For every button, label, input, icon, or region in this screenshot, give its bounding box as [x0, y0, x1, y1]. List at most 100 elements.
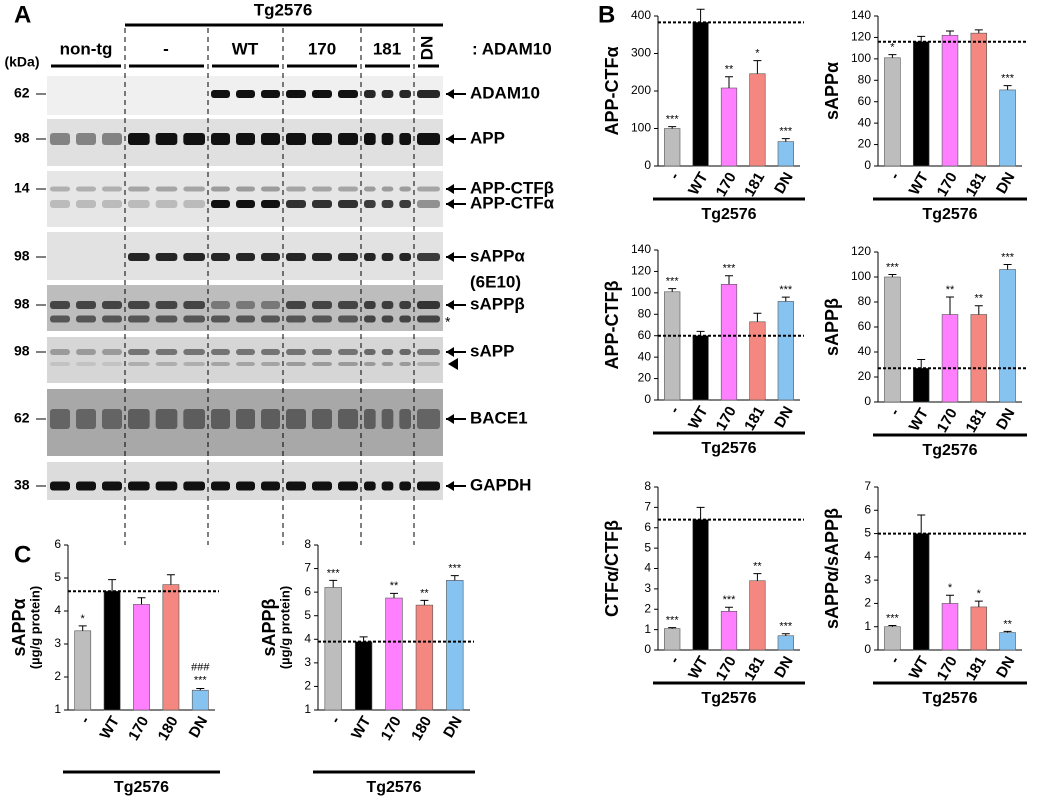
blot-label: APP-CTFα [470, 193, 555, 212]
bar [749, 321, 766, 401]
y-tick-label: 1 [54, 702, 61, 716]
y-tick-label: 2 [644, 601, 651, 615]
blot-band [399, 253, 411, 261]
significance: *** [448, 563, 462, 575]
y-tick-label: 0 [644, 392, 651, 406]
y-tick-label: 7 [864, 479, 871, 493]
error-bar [196, 688, 205, 691]
bar [692, 335, 709, 401]
x-tick-label: - [666, 169, 683, 182]
blot-band [50, 301, 70, 309]
y-axis-label: CTFα/CTFβ [602, 520, 622, 617]
y-axis-label: APP-CTFα [602, 46, 622, 135]
blot-band [364, 133, 376, 145]
blot-band [338, 481, 358, 491]
blot-band [76, 186, 96, 192]
blot-band [261, 90, 280, 98]
y-tick-label: 20 [858, 137, 872, 151]
bar [354, 641, 373, 711]
error-bar [974, 305, 983, 315]
blot-band [128, 349, 150, 355]
blot-band [381, 349, 394, 355]
x-tick-label: 170 [713, 653, 740, 683]
y-axis-sublabel: (µg/g protein) [27, 586, 42, 669]
blot-band [155, 362, 178, 366]
blot-label: sAPP [470, 341, 514, 360]
x-tick-label: - [886, 405, 903, 418]
arrowhead-mark [448, 358, 458, 370]
bar [385, 597, 403, 711]
significance: ** [725, 64, 734, 76]
blot-band [128, 133, 150, 145]
blot-band [399, 186, 411, 192]
blot-band [183, 133, 205, 145]
x-tick-label: WT [685, 653, 711, 682]
blot-band [211, 301, 230, 309]
blot-band [312, 409, 332, 429]
arrow-head [446, 89, 454, 99]
kda-label: 14 [14, 180, 30, 196]
y-tick-label: 120 [851, 244, 871, 258]
blot-band [417, 186, 440, 192]
x-tick-label: 170 [934, 169, 961, 199]
significance: *** [666, 114, 680, 126]
y-tick-label: 40 [638, 349, 652, 363]
blot-band [364, 481, 376, 491]
blot-band [155, 481, 178, 491]
y-tick-label: 5 [864, 526, 871, 540]
x-tick-label: - [76, 713, 93, 726]
error-bar [329, 579, 338, 588]
blot-band [128, 362, 150, 366]
significance: * [948, 582, 953, 594]
blot-band [155, 200, 178, 208]
blot-band [76, 133, 96, 145]
blot-band [417, 315, 440, 323]
blot-band [211, 315, 230, 323]
significance: ### [191, 661, 210, 673]
y-axis-label: sAPPα [9, 598, 29, 656]
y-tick-label: 0 [644, 158, 651, 172]
blot-band [312, 186, 332, 192]
blot-band [183, 315, 205, 323]
blot-band [286, 349, 306, 355]
blot-band [399, 315, 411, 323]
blot-band [155, 315, 178, 323]
y-tick-label: 20 [638, 371, 652, 385]
bar [912, 367, 930, 403]
error-bar [696, 8, 705, 23]
blot-label: (6E10) [470, 272, 521, 291]
kda-unit: (kDa) [4, 54, 39, 70]
significance: *** [723, 263, 737, 275]
y-axis-label: APP-CTFβ [602, 280, 622, 369]
significance: ** [420, 587, 429, 599]
y-tick-label: 80 [858, 72, 872, 86]
blot-band [211, 409, 230, 429]
blot-band [211, 362, 230, 366]
y-tick-label: 20 [858, 369, 872, 383]
blot-band [261, 362, 280, 366]
y-axis-sublabel: (µg/g protein) [277, 586, 292, 669]
y-tick-label: 0 [644, 642, 651, 656]
bar [941, 603, 959, 651]
x-tick-label: 180 [155, 713, 182, 743]
error-bar [725, 275, 733, 285]
x-axis-label: Tg2576 [114, 779, 169, 796]
significance: *** [723, 594, 737, 606]
bar [692, 519, 709, 651]
blot-band [128, 253, 150, 261]
x-tick-label: 180 [408, 713, 435, 743]
blot-band [364, 253, 376, 261]
blot-band [50, 349, 70, 355]
error-bar [974, 29, 983, 34]
y-tick-label: 80 [638, 306, 652, 320]
error-bar [888, 274, 897, 277]
blot-band [128, 409, 150, 429]
x-axis-label: Tg2576 [366, 779, 421, 796]
y-tick-label: 1 [304, 702, 311, 716]
bar [999, 269, 1016, 403]
error-bar [725, 76, 733, 88]
blot-band [381, 301, 394, 309]
x-tick-label: 170 [125, 713, 152, 743]
x-tick-label: DN [186, 713, 212, 740]
